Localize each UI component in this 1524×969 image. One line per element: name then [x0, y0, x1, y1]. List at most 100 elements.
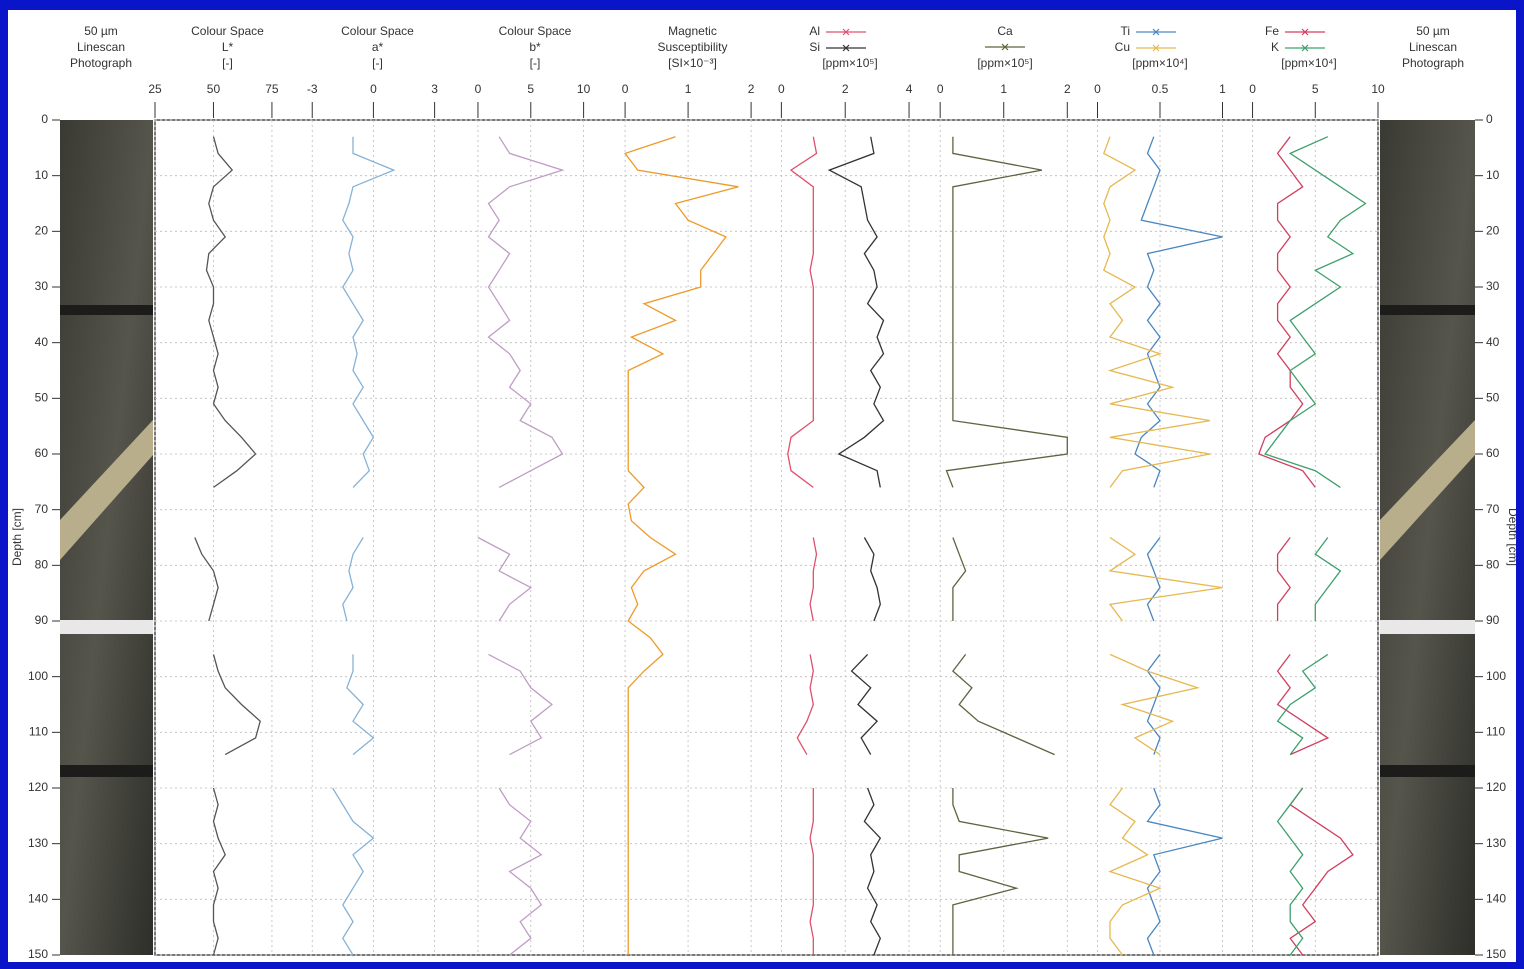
series-line [1257, 136, 1354, 956]
x-tick-label: 5 [527, 82, 534, 96]
y-tick-label: 40 [1486, 335, 1500, 349]
y-tick-label: 70 [1486, 502, 1500, 516]
series-line [1102, 136, 1223, 956]
x-tick-label: 0 [475, 82, 482, 96]
panel-title: [SI×10⁻³] [668, 56, 717, 70]
photo-title: 50 µm [1416, 24, 1450, 38]
series-line [1264, 136, 1367, 956]
y-tick-label: 80 [1486, 558, 1500, 572]
x-tick-label: 0 [778, 82, 785, 96]
series-line [332, 136, 396, 956]
legend-label: Fe [1265, 24, 1279, 38]
y-axis-label: Depth [cm] [1506, 508, 1516, 566]
panel-title: Colour Space [341, 24, 414, 38]
legend-label: Cu [1115, 40, 1130, 54]
y-tick-label: 60 [35, 446, 49, 460]
panel-title: Colour Space [191, 24, 264, 38]
panel-title: Colour Space [499, 24, 572, 38]
panel-unit: [ppm×10⁴] [1281, 56, 1337, 70]
x-tick-label: 5 [1312, 82, 1319, 96]
x-tick-label: 3 [431, 82, 438, 96]
y-tick-label: 140 [28, 892, 48, 906]
y-tick-label: 0 [1486, 112, 1493, 126]
y-tick-label: 40 [35, 335, 49, 349]
y-tick-label: 20 [35, 224, 49, 238]
legend-label: Al [809, 24, 820, 38]
panel-title: [-] [222, 56, 233, 70]
x-tick-label: 2 [748, 82, 755, 96]
panel-unit: [ppm×10⁴] [1132, 56, 1188, 70]
y-tick-label: 110 [29, 725, 48, 739]
x-tick-label: 2 [1064, 82, 1071, 96]
y-tick-label: 30 [35, 279, 49, 293]
panel-title: Magnetic [668, 24, 717, 38]
y-tick-label: 70 [35, 502, 49, 516]
y-tick-label: 0 [41, 112, 48, 126]
series-line [787, 136, 818, 955]
y-tick-label: 130 [1486, 836, 1506, 850]
x-tick-label: 50 [207, 82, 221, 96]
series-line [1134, 136, 1223, 956]
panel-title: [-] [530, 56, 541, 70]
y-tick-label: 150 [1486, 947, 1506, 961]
y-tick-label: 60 [1486, 446, 1500, 460]
y-tick-label: 30 [1486, 279, 1500, 293]
x-tick-label: 1 [1000, 82, 1007, 96]
y-tick-label: 80 [35, 558, 49, 572]
legend-marker [842, 28, 850, 36]
photo-title: Photograph [1402, 56, 1464, 70]
panel-unit: [ppm×10⁵] [977, 56, 1032, 70]
panel-title: L* [222, 40, 234, 54]
photo-title: 50 µm [84, 24, 118, 38]
x-tick-label: 0 [622, 82, 629, 96]
x-tick-label: 25 [148, 82, 162, 96]
y-tick-label: 10 [1486, 168, 1500, 182]
x-tick-label: 1 [685, 82, 692, 96]
x-tick-label: 10 [1371, 82, 1385, 96]
y-tick-label: 50 [35, 391, 49, 405]
panel-title: Susceptibility [657, 40, 727, 54]
legend-label: Ti [1120, 24, 1130, 38]
series-line [194, 136, 261, 956]
x-tick-label: 2 [842, 82, 849, 96]
x-tick-label: 0 [370, 82, 377, 96]
photo-title: Linescan [77, 40, 125, 54]
photo-title: Linescan [1409, 40, 1457, 54]
y-tick-label: 100 [28, 669, 48, 683]
legend-marker [1152, 28, 1160, 36]
y-tick-label: 50 [1486, 391, 1500, 405]
y-tick-label: 20 [1486, 224, 1500, 238]
photo-left [60, 120, 153, 955]
legend-label: Ca [997, 24, 1013, 38]
legend-marker [1301, 28, 1309, 36]
x-tick-label: 4 [906, 82, 913, 96]
x-tick-label: 75 [265, 82, 279, 96]
panel-title: b* [529, 40, 541, 54]
x-tick-label: 1 [1219, 82, 1226, 96]
x-tick-label: 0 [1094, 82, 1101, 96]
panel-title: a* [372, 40, 384, 54]
y-tick-label: 90 [35, 613, 49, 627]
chart: 50 µm Linescan Photograph 50 µm Linescan… [8, 10, 1516, 962]
y-tick-label: 120 [28, 780, 48, 794]
y-tick-label: 120 [1486, 780, 1506, 794]
y-tick-label: 110 [1486, 725, 1505, 739]
legend-marker [842, 44, 850, 52]
series-line [624, 136, 739, 955]
y-tick-label: 140 [1486, 892, 1506, 906]
series-line [945, 136, 1068, 955]
legend-marker [1152, 44, 1160, 52]
y-tick-label: 150 [28, 947, 48, 961]
panel-title: [-] [372, 56, 383, 70]
plot-frame [154, 119, 1379, 956]
y-tick-label: 100 [1486, 669, 1506, 683]
y-tick-label: 90 [1486, 613, 1500, 627]
legend-marker [1301, 44, 1309, 52]
photo-right [1380, 120, 1475, 955]
x-tick-label: 0 [937, 82, 944, 96]
series-line [827, 136, 885, 956]
x-tick-label: 0 [1249, 82, 1256, 96]
panel-unit: [ppm×10⁵] [822, 56, 877, 70]
y-axis-label: Depth [cm] [10, 508, 24, 566]
